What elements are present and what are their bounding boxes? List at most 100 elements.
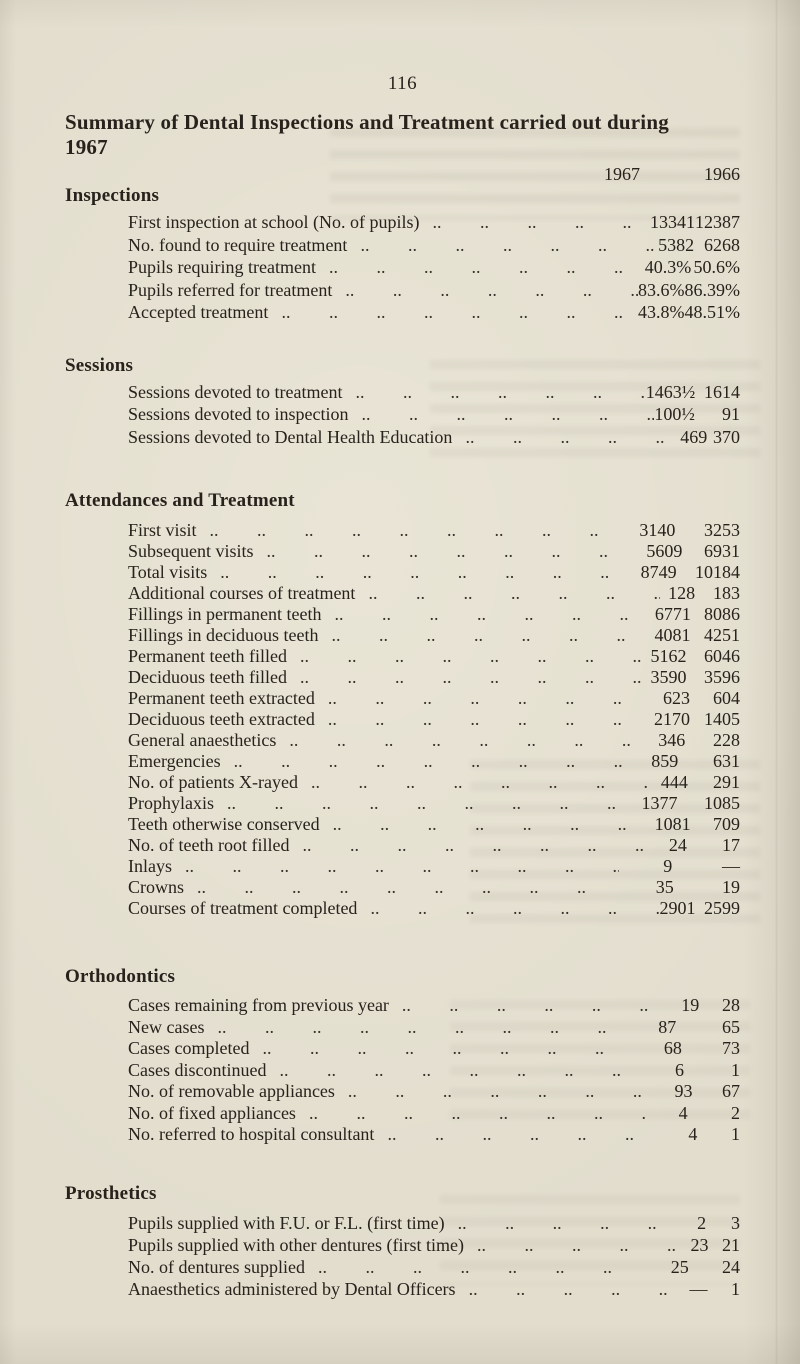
section-rows: Cases remaining from previous year.. .. … xyxy=(128,995,740,1146)
sections: Inspections First inspection at school (N… xyxy=(65,185,740,1300)
row-label: Sessions devoted to treatment xyxy=(128,381,343,402)
table-row: No. referred to hospital consultant .. ..… xyxy=(128,1124,740,1146)
row-label: New cases xyxy=(128,1016,205,1037)
value-1967: 1463½ xyxy=(645,381,696,402)
column-header-1966: 1966 xyxy=(704,164,740,184)
row-label: Pupils supplied with F.U. or F.L. (first… xyxy=(128,1212,445,1233)
value-1966: 370 xyxy=(713,426,740,447)
dot-leader: .. .. .. .. .. .. .. .. .. .. .. .. .. .… xyxy=(457,1212,680,1233)
table-row: No. of patients X-rayed .. .. .. .. .. ..… xyxy=(128,772,740,793)
dot-leader: .. .. .. .. .. .. .. .. .. .. .. .. .. .… xyxy=(310,772,647,792)
value-1966: — xyxy=(722,856,741,876)
dot-leader: .. .. .. .. .. .. .. .. .. .. .. .. .. .… xyxy=(334,604,652,624)
dot-leader: .. .. .. .. .. .. .. .. .. .. .. .. .. .… xyxy=(308,1102,647,1123)
table-row: Accepted treatment .. .. .. .. .. .. .. .… xyxy=(128,301,740,324)
column-header-spacer xyxy=(65,164,562,185)
value-1967: 23 xyxy=(690,1234,709,1255)
value-1966: 1085 xyxy=(704,793,740,813)
dot-leader: .. .. .. .. .. .. .. .. .. .. .. .. .. .… xyxy=(465,426,680,447)
section-heading: Inspections xyxy=(65,185,160,206)
value-1967: 24 xyxy=(668,835,687,855)
value-1967: 68 xyxy=(663,1038,682,1058)
value-1966: 6931 xyxy=(704,541,740,561)
table-row: Subsequent visits .. .. .. .. .. .. .. ..… xyxy=(128,541,740,562)
section-rows: First visit .. .. .. .. .. .. .. .. .. ..… xyxy=(128,520,740,919)
value-1967: 3140 xyxy=(639,520,676,540)
value-1966: 1405 xyxy=(704,709,740,729)
row-label: Total visits xyxy=(128,562,208,582)
row-label: Fillings in permanent teeth xyxy=(128,604,322,624)
table-row: Pupils referred for treatment .. .. .. ..… xyxy=(128,279,740,302)
row-label: Prophylaxis xyxy=(128,793,215,813)
table-row: Courses of treatment completed .. .. .. .… xyxy=(128,898,740,919)
dot-leader: .. .. .. .. .. .. .. .. .. .. .. .. .. .… xyxy=(317,1256,649,1277)
table-row: No. of dentures supplied .. .. .. .. .. .… xyxy=(128,1256,740,1278)
dot-leader: .. .. .. .. .. .. .. .. .. .. .. .. .. .… xyxy=(361,404,654,424)
value-1967: 100½ xyxy=(654,404,695,424)
value-1967: 43.8% xyxy=(638,302,685,322)
value-1967: — xyxy=(689,1278,708,1299)
section-rows: Sessions devoted to treatment .. .. .. ..… xyxy=(128,381,740,449)
value-1967: 87 xyxy=(658,1016,677,1037)
row-label: Subsequent visits xyxy=(128,541,254,561)
section-heading: Attendances and Treatment xyxy=(65,490,295,511)
dot-leader: .. .. .. .. .. .. .. .. .. .. .. .. .. .… xyxy=(299,646,645,666)
value-1966: 3 xyxy=(731,1212,740,1233)
page-title-line2: 1967 xyxy=(65,135,108,159)
table-row: Sessions devoted to treatment .. .. .. ..… xyxy=(128,381,740,404)
value-1967: 5162 xyxy=(650,646,687,666)
value-1967: 346 xyxy=(658,730,686,750)
value-1967: 19 xyxy=(681,995,700,1015)
value-1967: 8749 xyxy=(640,562,677,582)
dot-leader: .. .. .. .. .. .. .. .. .. .. .. .. .. .… xyxy=(332,814,652,834)
row-label: No. found to require treatment xyxy=(128,234,348,255)
dot-leader: .. .. .. .. .. .. .. .. .. .. .. .. .. .… xyxy=(197,877,622,897)
value-1966: 183 xyxy=(713,583,740,603)
dot-leader: .. .. .. .. .. .. .. .. .. .. .. .. .. .… xyxy=(345,279,638,300)
value-1966: 86.39% xyxy=(684,279,741,300)
table-row: Crowns .. .. .. .. .. .. .. .. .. .. .. .… xyxy=(128,877,740,898)
value-1967: 2 xyxy=(697,1212,707,1233)
value-1967: 6 xyxy=(675,1059,684,1080)
dot-leader: .. .. .. .. .. .. .. .. .. .. .. .. .. .… xyxy=(432,212,650,232)
dot-leader: .. .. .. .. .. .. .. .. .. .. .. .. .. .… xyxy=(355,381,645,402)
table-row: Sessions devoted to Dental Health Educat… xyxy=(128,426,740,449)
year-column-headers: 1967 1966 xyxy=(65,164,740,185)
value-1967: 2901 xyxy=(659,898,696,918)
section-rows: First inspection at school (No. of pupil… xyxy=(128,211,740,324)
row-label: No. of fixed appliances xyxy=(128,1102,296,1123)
value-1966: 6046 xyxy=(703,646,740,666)
page-number: 116 xyxy=(387,73,418,94)
value-1966: 709 xyxy=(713,814,740,834)
value-1966: 6268 xyxy=(704,234,740,255)
value-1966: 4251 xyxy=(704,625,740,645)
dot-leader: .. .. .. .. .. .. .. .. .. .. .. .. .. .… xyxy=(476,1234,684,1255)
dot-leader: .. .. .. .. .. .. .. .. .. .. .. .. .. .… xyxy=(360,234,658,255)
row-label: Anaesthetics administered by Dental Offi… xyxy=(128,1278,456,1299)
table-row: Deciduous teeth extracted .. .. .. .. .. … xyxy=(128,709,740,730)
value-1967: 13341 xyxy=(650,212,695,232)
dot-leader: .. .. .. .. .. .. .. .. .. .. .. .. .. .… xyxy=(185,856,619,876)
row-label: No. of removable appliances xyxy=(128,1081,335,1101)
page-title-line1: Summary of Dental Inspections and Treatm… xyxy=(65,110,669,134)
page-title: Summary of Dental Inspections and Treatm… xyxy=(65,110,740,160)
value-1967: 9 xyxy=(663,856,673,876)
value-1967: 25 xyxy=(670,1256,689,1277)
table-row: Additional courses of treatment .. .. .. … xyxy=(128,583,740,604)
dot-leader: .. .. .. .. .. .. .. .. .. .. .. .. .. .… xyxy=(328,257,645,277)
row-label: Pupils supplied with other dentures (fir… xyxy=(128,1234,464,1255)
value-1966: 604 xyxy=(713,688,740,708)
value-1967: 3590 xyxy=(650,667,687,687)
section-heading: Orthodontics xyxy=(65,966,176,987)
row-label: Sessions devoted to Dental Health Educat… xyxy=(128,426,453,447)
row-label: Permanent teeth filled xyxy=(128,646,287,666)
section: Orthodontics Cases remaining from previou… xyxy=(65,966,740,1146)
value-1966: 1 xyxy=(731,1278,740,1299)
section: Sessions Sessions devoted to treatment .. … xyxy=(65,355,740,449)
dot-leader: .. .. .. .. .. .. .. .. .. .. .. .. .. .… xyxy=(220,562,627,582)
value-1967: 5382 xyxy=(658,234,695,255)
table-row: Teeth otherwise conserved .. .. .. .. .. … xyxy=(128,814,740,835)
column-header-1967: 1967 xyxy=(604,164,640,184)
row-label: Accepted treatment xyxy=(128,302,269,322)
